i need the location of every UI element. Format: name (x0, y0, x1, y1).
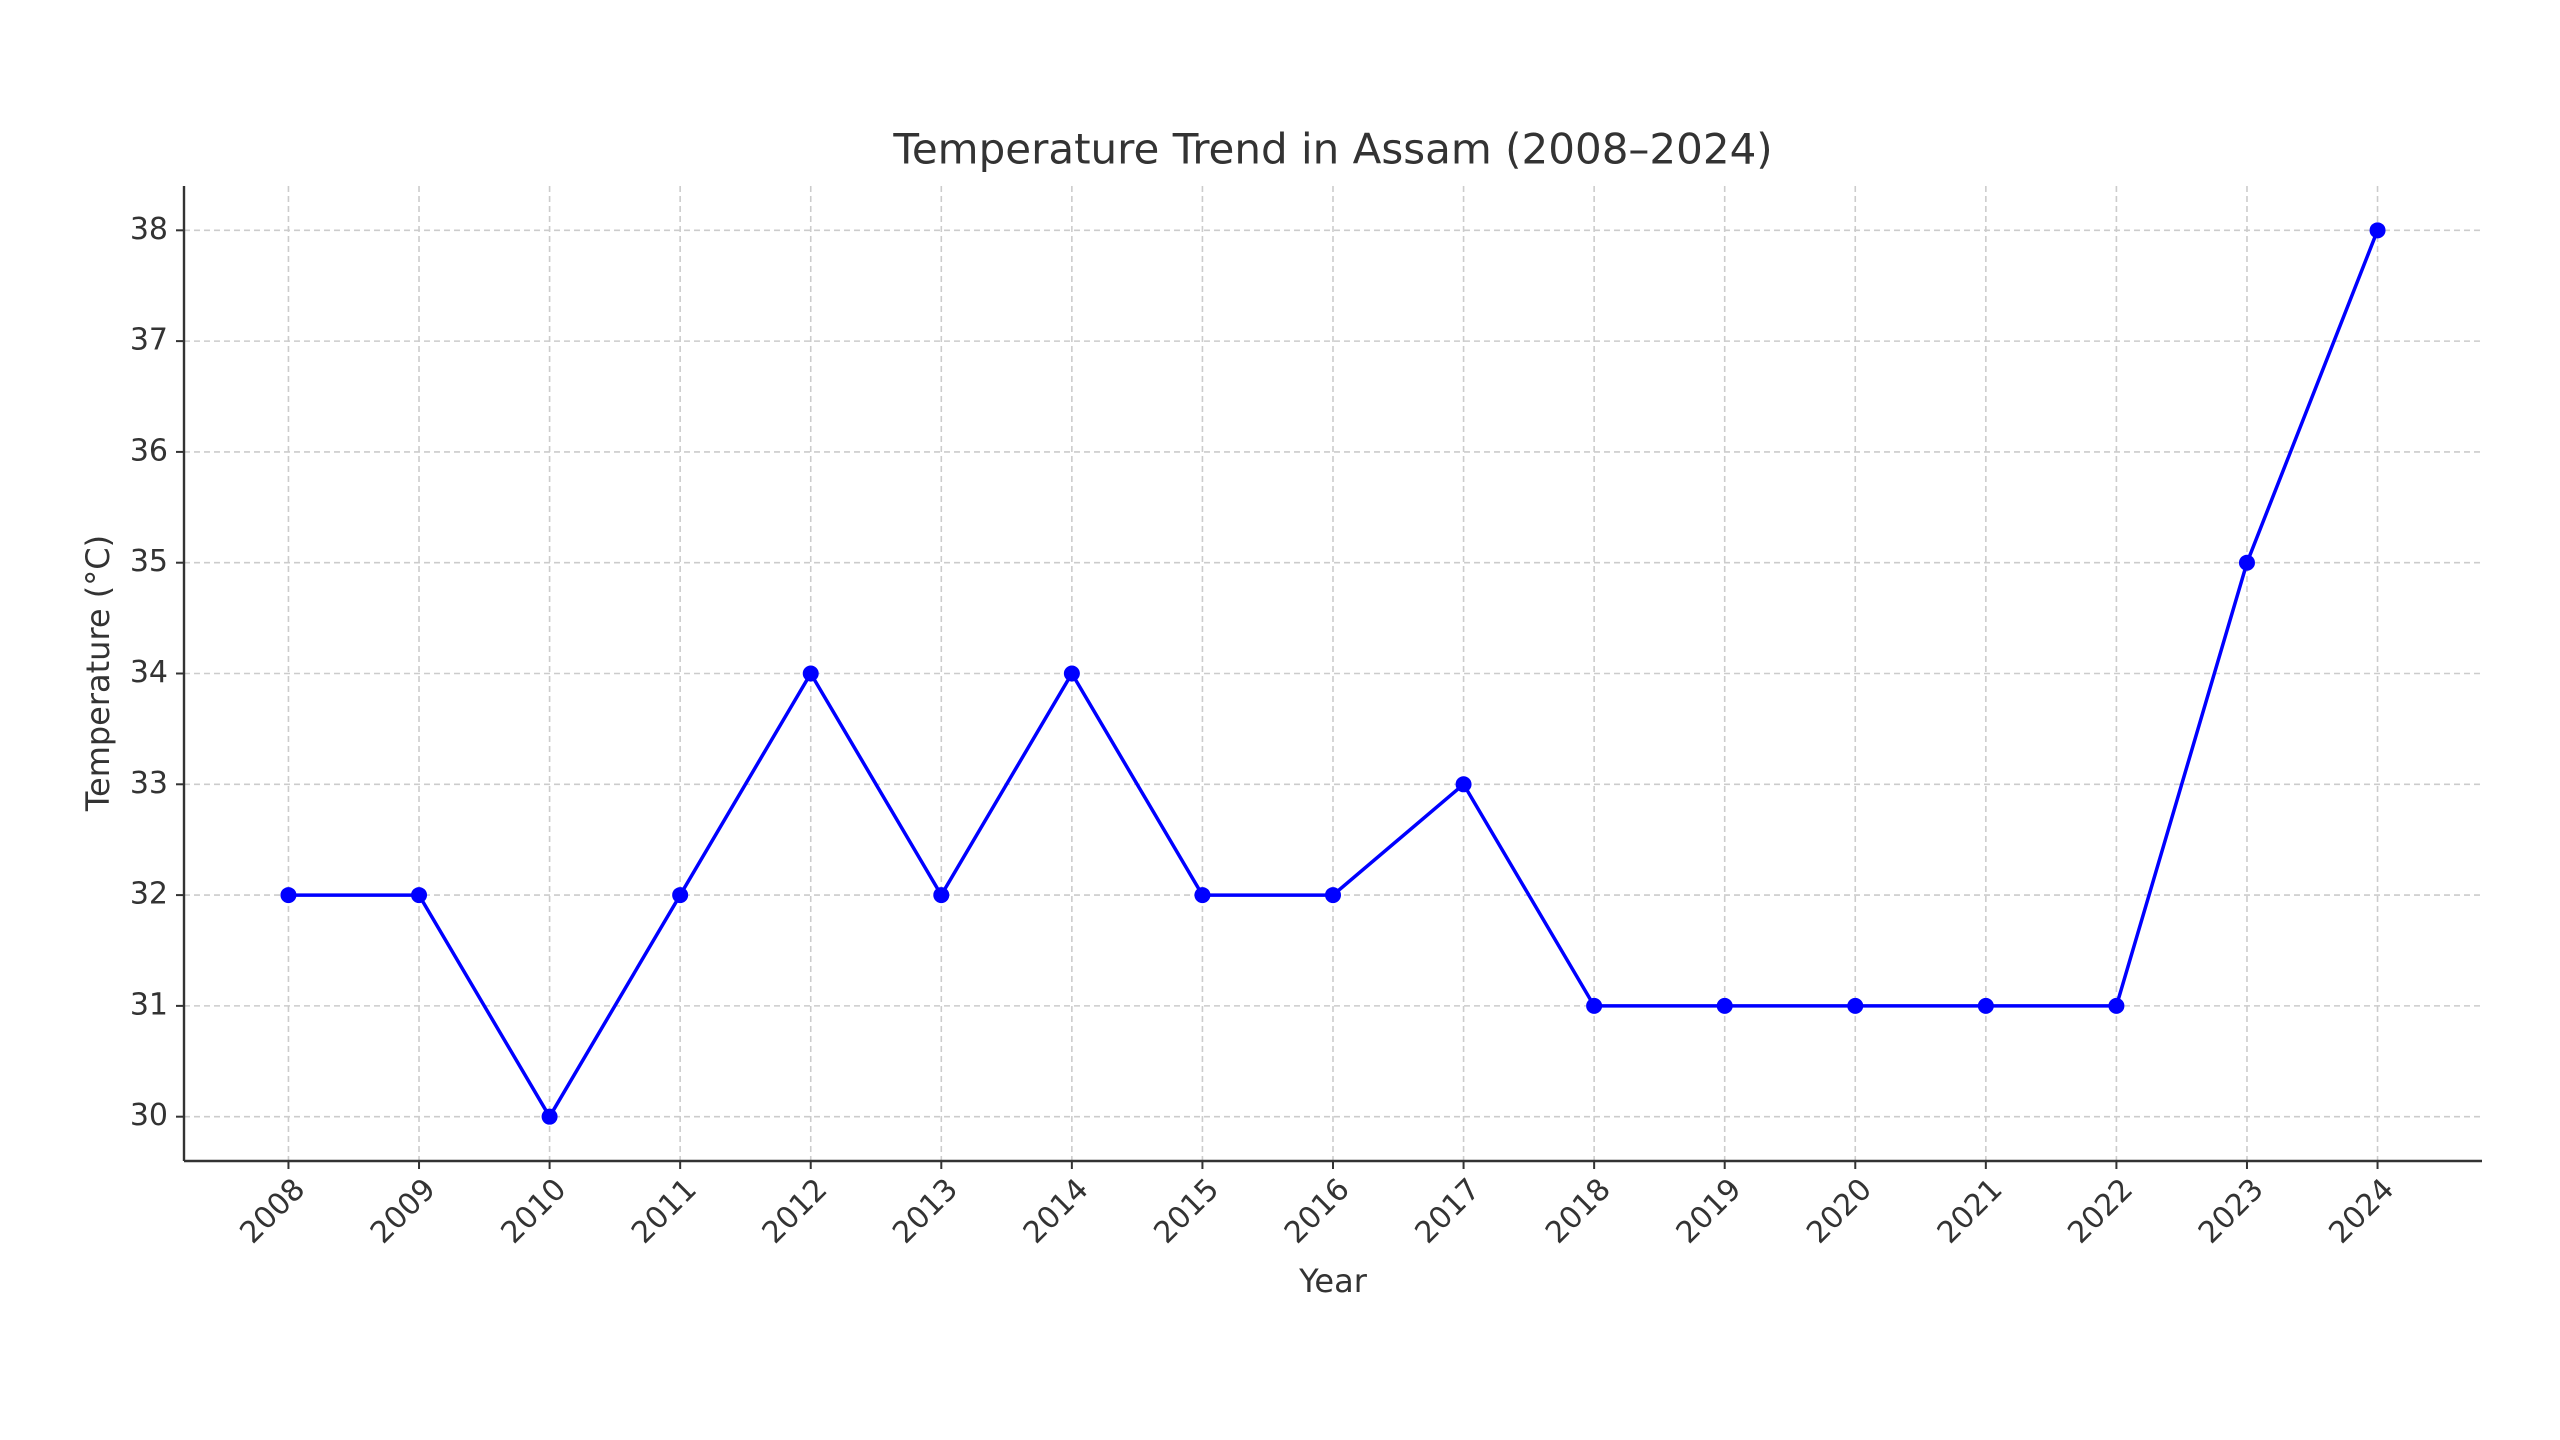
x-tick-label: 2008 (233, 1172, 312, 1251)
point (411, 887, 428, 904)
x-tick-label: 2024 (2322, 1172, 2401, 1251)
point (1586, 997, 1603, 1014)
y-tick-label: 34 (130, 655, 168, 690)
point (802, 665, 819, 682)
y-tick-label: 32 (130, 877, 168, 912)
y-tick-label: 37 (130, 323, 168, 358)
point (541, 1108, 558, 1125)
x-tick-label: 2014 (1017, 1172, 1096, 1251)
point (1716, 997, 1733, 1014)
x-tick-label: 2009 (364, 1172, 443, 1251)
x-tick-label: 2010 (495, 1172, 574, 1251)
point (1194, 887, 1211, 904)
point (280, 887, 297, 904)
y-tick-label: 31 (130, 987, 168, 1022)
point (672, 887, 689, 904)
x-tick-label: 2013 (886, 1172, 965, 1251)
x-tick-label: 2019 (1670, 1172, 1749, 1251)
y-tick-label: 36 (130, 433, 168, 468)
x-axis-label: Year (1298, 1262, 1368, 1300)
y-tick-label: 38 (130, 212, 168, 247)
point (933, 887, 950, 904)
y-tick-label: 33 (130, 766, 168, 801)
y-tick-label: 30 (130, 1098, 168, 1133)
point (1847, 997, 1864, 1014)
point (2238, 554, 2255, 571)
x-tick-label: 2016 (1278, 1172, 1357, 1251)
x-tick-label: 2020 (1800, 1172, 1879, 1251)
x-tick-label: 2017 (1408, 1172, 1487, 1251)
point (1063, 665, 1080, 682)
x-tick-label: 2011 (625, 1172, 704, 1251)
y-tick-label: 35 (130, 544, 168, 579)
x-tick-label: 2023 (2192, 1172, 2271, 1251)
y-axis-label: Temperature (°C) (79, 535, 117, 812)
x-tick-label: 2022 (2061, 1172, 2140, 1251)
x-tick-label: 2021 (1931, 1172, 2010, 1251)
chart-title: Temperature Trend in Assam (2008–2024) (892, 125, 1772, 174)
x-tick-label: 2018 (1539, 1172, 1618, 1251)
x-tick-label: 2015 (1147, 1172, 1226, 1251)
point (2369, 222, 2386, 239)
point (1455, 776, 1472, 793)
point (2108, 997, 2125, 1014)
point (1325, 887, 1341, 904)
point (1977, 997, 1994, 1014)
x-tick-label: 2012 (756, 1172, 835, 1251)
